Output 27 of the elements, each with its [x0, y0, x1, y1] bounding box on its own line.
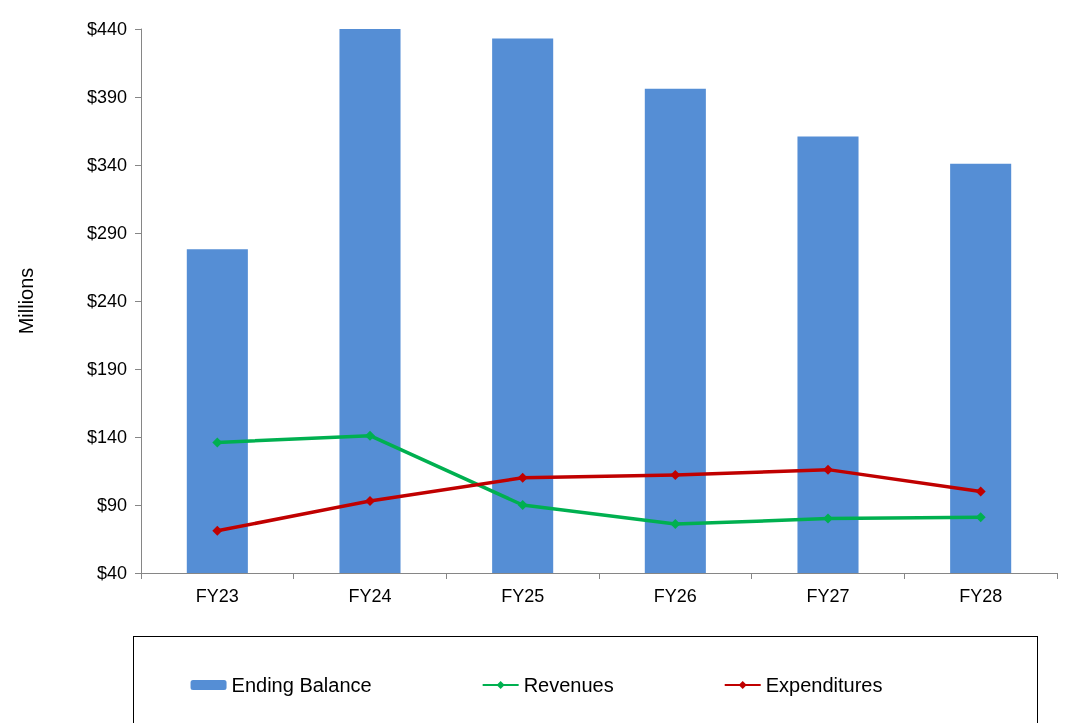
x-tick-label: FY23 — [195, 586, 239, 606]
x-tick-label: FY28 — [959, 586, 1003, 606]
point — [365, 430, 375, 441]
legend-label: Expenditures — [765, 674, 883, 696]
point — [823, 464, 833, 475]
y-tick-label: $390 — [86, 87, 127, 107]
x-tick-label: FY24 — [348, 586, 392, 606]
y-tick-label: $440 — [86, 19, 127, 39]
point — [517, 500, 528, 510]
x-tick-label: FY25 — [501, 586, 545, 606]
point — [823, 513, 833, 524]
point — [365, 495, 375, 506]
y-tick-label: $40 — [96, 563, 127, 583]
x-tick-label: FY27 — [806, 586, 850, 606]
y-tick-label: $240 — [86, 291, 127, 311]
y-tick-label: $340 — [86, 155, 127, 175]
point — [212, 525, 223, 536]
y-tick-label: $290 — [86, 223, 127, 243]
x-tick-label: FY26 — [653, 586, 697, 606]
y-tick-label: $90 — [96, 495, 127, 515]
y-axis-title: Millions — [15, 267, 37, 335]
y-tick-label: $190 — [86, 359, 127, 379]
point — [975, 486, 986, 497]
y-tick-label: $140 — [86, 427, 127, 447]
legend-label: Revenues — [523, 674, 614, 696]
legend-label: Ending Balance — [231, 674, 372, 696]
point — [517, 472, 528, 483]
